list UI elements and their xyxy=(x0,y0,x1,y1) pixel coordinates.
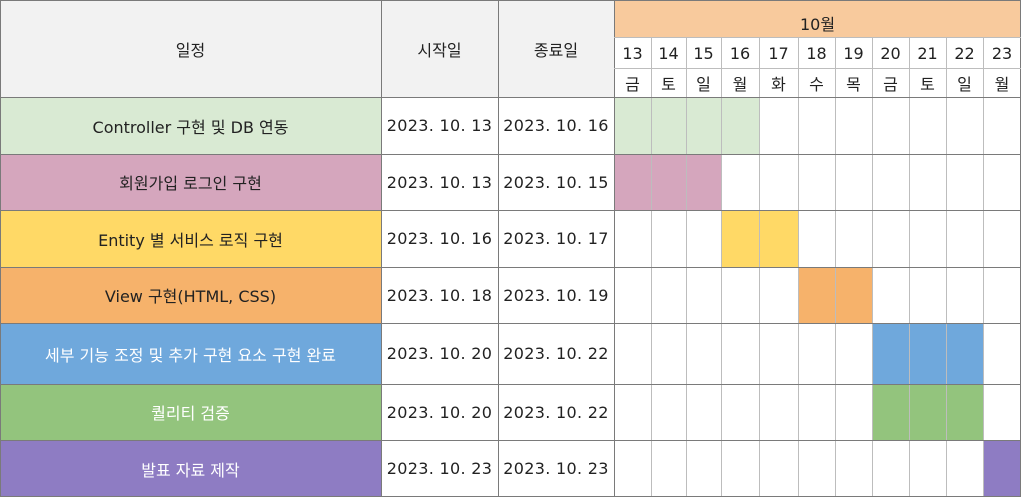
day-number: 13 xyxy=(622,43,643,63)
day-weekday: 목 xyxy=(846,74,861,94)
day-number: 16 xyxy=(729,43,751,63)
table-header-background xyxy=(0,0,614,97)
gantt-bar xyxy=(983,440,1021,497)
day-weekday: 월 xyxy=(732,74,748,94)
grid-line-horizontal xyxy=(0,154,1021,155)
task-start-date: 2023. 10. 18 xyxy=(386,285,493,305)
month-header: 10월 xyxy=(799,15,836,34)
day-number: 20 xyxy=(880,43,901,63)
task-name-cell: 회원가입 로그인 구현 xyxy=(0,154,381,210)
task-start-date: 2023. 10. 13 xyxy=(386,172,493,192)
grid-line-horizontal xyxy=(0,97,1021,98)
task-name-cell: Entity 별 서비스 로직 구현 xyxy=(0,210,381,267)
grid-line-vertical xyxy=(614,0,615,497)
task-start-date: 2023. 10. 16 xyxy=(386,229,493,248)
task-column-header: 일정 xyxy=(175,40,206,60)
grid-line-horizontal xyxy=(0,440,1021,441)
gantt-bar xyxy=(872,323,983,384)
day-weekday: 금 xyxy=(883,74,898,94)
task-start-date: 2023. 10. 13 xyxy=(386,116,493,135)
day-number: 14 xyxy=(658,43,679,63)
day-number: 19 xyxy=(843,43,864,63)
day-number: 18 xyxy=(806,43,827,63)
day-weekday: 일 xyxy=(696,74,711,94)
grid-line-vertical xyxy=(0,0,1,497)
grid-line-horizontal xyxy=(0,210,1021,211)
grid-line-horizontal xyxy=(0,323,1021,324)
day-number: 17 xyxy=(768,43,789,63)
task-name-cell: 발표 자료 제작 xyxy=(0,440,381,497)
day-number: 21 xyxy=(917,43,938,63)
task-start-date: 2023. 10. 20 xyxy=(386,344,493,363)
grid-line-horizontal xyxy=(0,267,1021,268)
task-name-cell: 세부 기능 조정 및 추가 구현 요소 구현 완료 xyxy=(0,323,381,384)
task-start-date: 2023. 10. 20 xyxy=(386,402,493,422)
task-name-cell: View 구현(HTML, CSS) xyxy=(0,267,381,323)
day-weekday: 월 xyxy=(994,74,1010,94)
day-weekday: 일 xyxy=(957,74,972,94)
grid-line-horizontal xyxy=(0,0,1021,1)
task-name-cell: Controller 구현 및 DB 연동 xyxy=(0,97,381,154)
gantt-bar xyxy=(614,154,721,210)
task-name-cell: 퀄리티 검증 xyxy=(0,384,381,440)
grid-line-vertical xyxy=(498,0,499,497)
day-weekday: 금 xyxy=(625,74,640,94)
task-end-date: 2023. 10. 17 xyxy=(503,229,609,248)
day-weekday: 화 xyxy=(771,74,786,94)
task-end-date: 2023. 10. 16 xyxy=(503,116,609,135)
task-end-date: 2023. 10. 22 xyxy=(503,344,609,363)
day-number: 22 xyxy=(954,43,975,63)
end-date-column-header: 종료일 xyxy=(533,40,579,60)
grid-line-horizontal xyxy=(614,68,1021,69)
day-weekday: 수 xyxy=(809,74,824,94)
task-end-date: 2023. 10. 15 xyxy=(503,172,609,192)
grid-line-horizontal xyxy=(0,384,1021,385)
task-end-date: 2023. 10. 23 xyxy=(503,459,609,478)
day-weekday: 토 xyxy=(661,74,676,94)
task-start-date: 2023. 10. 23 xyxy=(386,459,493,478)
gantt-bar xyxy=(872,384,983,440)
grid-line-horizontal xyxy=(614,37,1021,38)
month-header-band xyxy=(614,0,1021,37)
grid-line-vertical xyxy=(381,0,382,497)
task-end-date: 2023. 10. 22 xyxy=(503,402,609,422)
task-end-date: 2023. 10. 19 xyxy=(503,285,609,305)
day-weekday: 토 xyxy=(920,74,935,94)
day-number: 23 xyxy=(991,43,1013,63)
start-date-column-header: 시작일 xyxy=(417,40,462,60)
day-number: 15 xyxy=(693,43,714,63)
